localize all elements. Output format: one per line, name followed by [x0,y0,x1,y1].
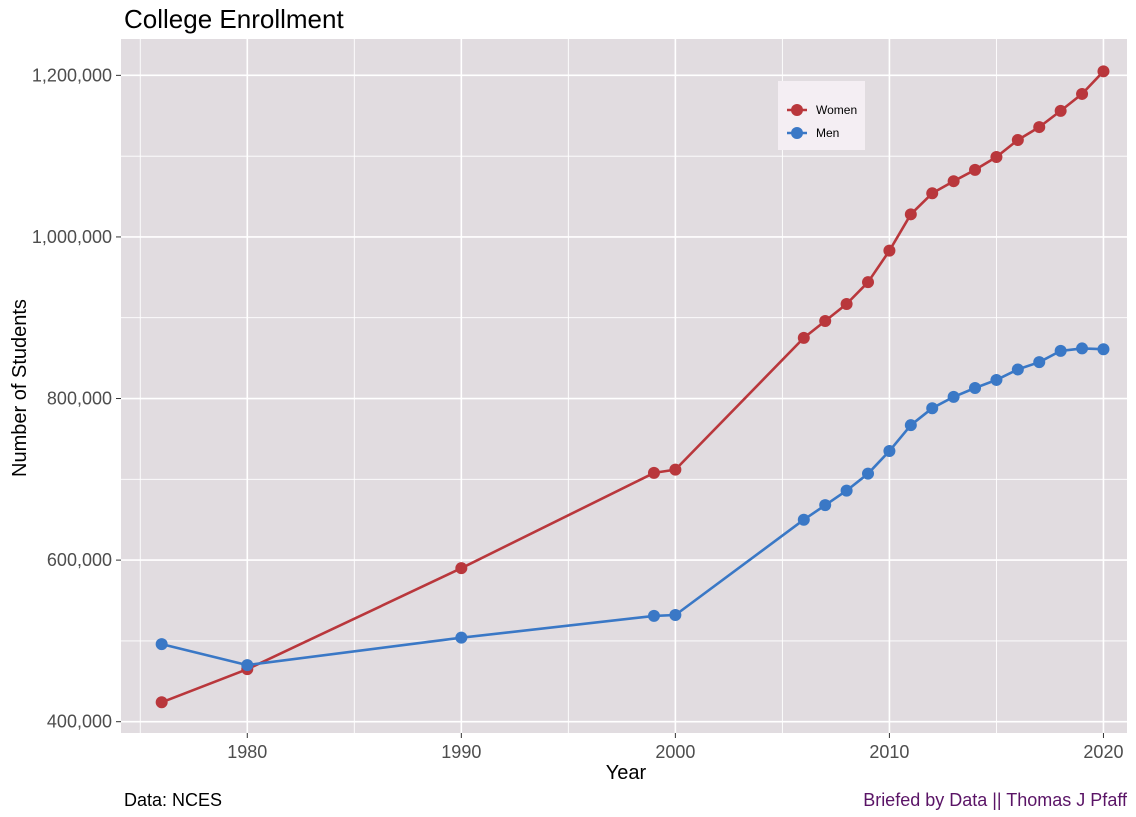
data-point-women [862,276,875,289]
y-tick-label: 1,000,000 [32,227,112,247]
data-point-men [947,390,960,403]
data-point-women [647,466,660,479]
data-point-men [969,382,982,395]
data-point-men [1011,363,1024,376]
axes: 1980 1990 2000 2010 2020 400,000 600,000 800,00… [32,65,1124,762]
data-point-women [1054,104,1067,117]
data-point-men [155,638,168,651]
data-point-women [990,150,1003,163]
data-point-women [840,297,853,310]
data-point-women [1033,121,1046,134]
data-point-women [1011,133,1024,146]
y-axis-title: Number of Students [9,299,31,477]
y-tick-label: 600,000 [47,550,112,570]
series-layer [155,65,1110,709]
data-point-women [797,331,810,344]
data-point-men [990,373,1003,386]
legend-key-point-women [791,104,803,116]
legend-label-men: Men [816,126,839,140]
x-tick-label: 2020 [1083,742,1123,762]
source-caption: Data: NCES [124,790,223,810]
data-point-men [904,419,917,432]
data-point-women [926,187,939,200]
y-tick-label: 800,000 [47,389,112,409]
data-point-men [455,631,468,644]
plot-panel [121,39,1127,733]
legend-key-point-men [791,127,803,139]
data-point-men [647,609,660,622]
x-tick-label: 2010 [869,742,909,762]
data-point-men [862,467,875,480]
author-caption: Briefed by Data || Thomas J Pfaff [863,790,1127,810]
data-point-men [883,445,896,458]
data-point-men [1076,342,1089,355]
legend-box [778,81,865,150]
chart-title: College Enrollment [124,4,344,34]
data-point-men [1033,356,1046,369]
y-tick-label: 1,200,000 [32,65,112,85]
data-point-women [455,562,468,575]
x-tick-label: 1980 [227,742,267,762]
data-point-men [926,402,939,415]
data-point-men [840,484,853,497]
data-point-women [1076,87,1089,100]
y-tick-label: 400,000 [47,712,112,732]
data-point-women [155,696,168,709]
data-point-women [1097,65,1110,78]
legend-label-women: Women [816,103,857,117]
data-point-men [1097,343,1110,356]
data-point-women [904,208,917,221]
x-tick-label: 2000 [655,742,695,762]
data-point-women [883,244,896,257]
x-axis-title: Year [606,762,647,784]
data-point-men [669,609,682,622]
data-point-men [241,659,254,672]
data-point-women [969,163,982,176]
data-point-men [797,513,810,526]
data-point-men [819,499,832,512]
data-point-men [1054,344,1067,357]
x-tick-label: 1990 [441,742,481,762]
data-point-women [669,463,682,476]
legend: Women Men [778,81,865,150]
data-point-women [819,314,832,327]
data-point-women [947,175,960,188]
